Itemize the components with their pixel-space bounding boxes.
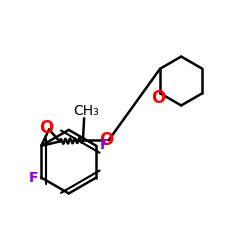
Text: CH₃: CH₃ xyxy=(74,104,100,118)
Text: O: O xyxy=(99,131,113,149)
Text: O: O xyxy=(40,119,54,137)
Text: F: F xyxy=(100,138,109,151)
Text: F: F xyxy=(28,171,38,185)
Text: O: O xyxy=(151,88,165,106)
